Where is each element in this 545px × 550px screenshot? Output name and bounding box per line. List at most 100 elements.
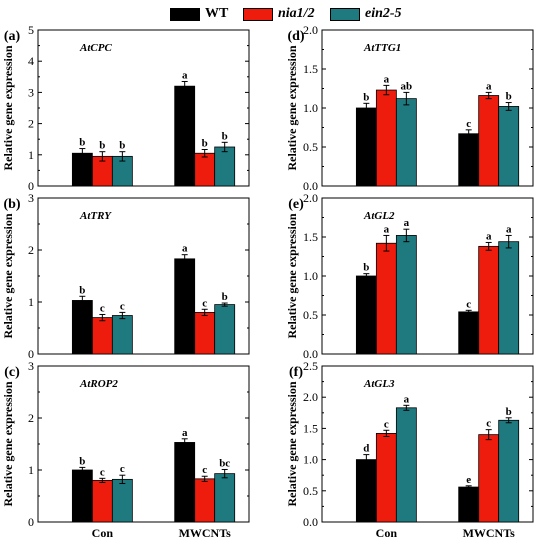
y-tick-label: 1.0 bbox=[303, 453, 318, 467]
bar bbox=[71, 469, 93, 523]
significance-letter: c bbox=[466, 298, 471, 310]
significance-letter: b bbox=[79, 284, 85, 296]
y-axis-label: Relative gene expression bbox=[1, 213, 15, 338]
y-tick-label: 0.0 bbox=[303, 515, 318, 529]
x-tick-label: MWCNTs bbox=[179, 526, 232, 540]
y-tick-label: 0 bbox=[28, 179, 34, 193]
gene-name: AtROP2 bbox=[79, 378, 118, 390]
bar bbox=[355, 107, 377, 187]
y-tick-label: 0.5 bbox=[303, 140, 318, 154]
y-tick-label: 0.5 bbox=[303, 484, 318, 498]
y-tick-label: 5 bbox=[28, 23, 34, 37]
legend-label-wt: WT bbox=[205, 6, 229, 21]
significance-letter: c bbox=[202, 464, 207, 476]
bar bbox=[111, 478, 133, 523]
panel-label: (b) bbox=[3, 197, 20, 212]
y-tick-label: 1.0 bbox=[303, 269, 318, 283]
x-tick-label: Con bbox=[92, 526, 114, 540]
bar bbox=[375, 432, 397, 523]
significance-letter: a bbox=[384, 223, 390, 235]
legend-label-nia: nia1/2 bbox=[278, 6, 315, 21]
bar bbox=[355, 275, 377, 355]
y-tick-label: 2 bbox=[28, 411, 34, 425]
significance-letter: a bbox=[486, 230, 492, 242]
bar bbox=[91, 479, 113, 523]
legend-swatch-nia bbox=[243, 7, 273, 21]
panel-label: (f) bbox=[289, 365, 303, 380]
panel-label: (e) bbox=[288, 197, 304, 212]
significance-letter: a bbox=[182, 427, 188, 439]
y-tick-label: 2 bbox=[28, 243, 34, 257]
significance-letter: ab bbox=[401, 80, 413, 92]
bar bbox=[174, 442, 196, 523]
bar bbox=[395, 235, 417, 355]
bar bbox=[111, 315, 133, 355]
gene-name: AtCPC bbox=[79, 42, 112, 54]
significance-letter: a bbox=[384, 73, 390, 85]
y-tick-label: 1.5 bbox=[303, 62, 318, 76]
y-tick-label: 3 bbox=[28, 359, 34, 373]
significance-letter: b bbox=[79, 137, 85, 149]
x-tick-label: Con bbox=[376, 526, 398, 540]
y-tick-label: 1 bbox=[28, 463, 34, 477]
significance-letter: c bbox=[100, 302, 105, 314]
y-axis-label: Relative gene expression bbox=[285, 213, 299, 338]
y-tick-label: 3 bbox=[28, 191, 34, 205]
bar bbox=[375, 89, 397, 187]
legend-swatch-ein bbox=[330, 7, 360, 21]
y-tick-label: 4 bbox=[28, 54, 34, 68]
significance-letter: b bbox=[363, 91, 369, 103]
legend-swatch-wt bbox=[170, 7, 200, 21]
bar bbox=[458, 133, 480, 187]
bar bbox=[375, 242, 397, 355]
y-tick-label: 0.5 bbox=[303, 308, 318, 322]
bar bbox=[458, 486, 480, 523]
y-tick-label: 2 bbox=[28, 117, 34, 131]
bar bbox=[194, 311, 216, 355]
bar bbox=[395, 98, 417, 187]
significance-letter: b bbox=[363, 262, 369, 274]
y-tick-label: 1 bbox=[28, 295, 34, 309]
bar bbox=[395, 407, 417, 523]
significance-letter: b bbox=[222, 130, 228, 142]
legend-item-wt: WT bbox=[170, 7, 228, 21]
gene-name: AtGL2 bbox=[363, 210, 395, 222]
significance-letter: a bbox=[506, 223, 512, 235]
bar bbox=[174, 85, 196, 187]
bar bbox=[478, 434, 500, 523]
significance-letter: b bbox=[506, 406, 512, 418]
y-tick-label: 1.0 bbox=[303, 101, 318, 115]
significance-letter: a bbox=[182, 243, 188, 255]
y-axis-label: Relative gene expression bbox=[1, 45, 15, 170]
significance-letter: bc bbox=[219, 457, 230, 469]
y-tick-label: 0.0 bbox=[303, 347, 318, 361]
bar bbox=[194, 478, 216, 523]
significance-letter: c bbox=[466, 118, 471, 130]
bar bbox=[458, 311, 480, 355]
gene-name: AtTRY bbox=[79, 210, 112, 222]
significance-letter: e bbox=[466, 474, 471, 486]
panel-label: (c) bbox=[4, 365, 20, 380]
y-axis-label: Relative gene expression bbox=[1, 381, 15, 506]
bar bbox=[214, 146, 236, 187]
y-tick-label: 0.0 bbox=[303, 179, 318, 193]
significance-letter: a bbox=[404, 217, 410, 229]
y-tick-label: 3 bbox=[28, 85, 34, 99]
bar bbox=[478, 95, 500, 187]
significance-letter: b bbox=[202, 137, 208, 149]
y-tick-label: 2.5 bbox=[303, 359, 318, 373]
significance-letter: b bbox=[79, 455, 85, 467]
bar bbox=[498, 241, 520, 355]
significance-letter: c bbox=[486, 418, 491, 430]
significance-letter: d bbox=[363, 443, 369, 455]
significance-letter: a bbox=[486, 80, 492, 92]
significance-letter: c bbox=[202, 297, 207, 309]
bar bbox=[355, 459, 377, 523]
y-tick-label: 0 bbox=[28, 515, 34, 529]
gene-name: AtTTG1 bbox=[363, 42, 401, 54]
significance-letter: b bbox=[506, 91, 512, 103]
bar bbox=[214, 304, 236, 355]
x-tick-label: MWCNTs bbox=[463, 526, 516, 540]
y-axis-label: Relative gene expression bbox=[285, 45, 299, 170]
